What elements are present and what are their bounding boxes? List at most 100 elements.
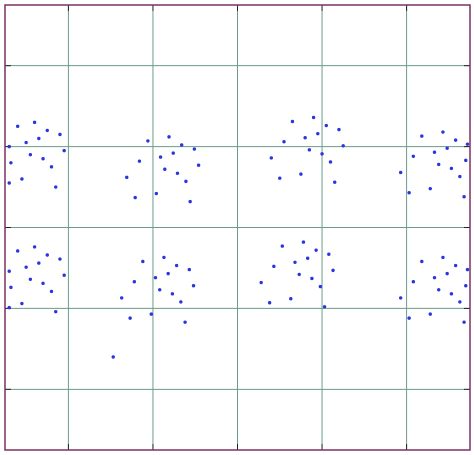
data-point [428, 186, 432, 191]
data-point [462, 195, 466, 199]
data-point [170, 292, 175, 296]
data-point [269, 156, 274, 160]
data-point [407, 191, 411, 195]
data-point [9, 161, 13, 165]
data-point [24, 265, 28, 269]
data-point [297, 272, 301, 277]
data-point [9, 285, 13, 290]
data-point [183, 320, 187, 324]
data-point [280, 244, 285, 248]
data-point [462, 320, 466, 324]
data-point [174, 263, 179, 268]
data-point [453, 263, 458, 268]
data-point [331, 268, 335, 273]
data-point [289, 297, 293, 301]
data-point [307, 148, 312, 152]
data-point [314, 248, 318, 252]
data-point [437, 162, 441, 167]
data-point [119, 296, 124, 300]
data-point [305, 256, 310, 260]
data-point [141, 259, 145, 264]
data-point [7, 305, 11, 310]
data-point [337, 127, 341, 132]
data-point [167, 135, 171, 139]
data-point [28, 152, 33, 157]
data-point [45, 253, 49, 257]
data-point [458, 300, 462, 304]
data-point [318, 284, 323, 289]
data-point [311, 115, 316, 120]
data-point [125, 175, 129, 180]
data-point [166, 271, 170, 276]
data-point [15, 124, 20, 129]
data-point [146, 139, 150, 143]
data-point [15, 249, 20, 253]
data-point [7, 181, 11, 185]
data-point [445, 146, 449, 150]
data-point [428, 312, 432, 316]
data-point [162, 255, 166, 260]
data-point [192, 147, 197, 151]
data-point [32, 120, 37, 125]
data-point [445, 271, 449, 276]
data-point [301, 240, 306, 244]
data-point [41, 281, 45, 286]
data-point [196, 163, 201, 167]
data-point [128, 316, 132, 320]
data-point [62, 273, 66, 277]
data-point [333, 180, 337, 184]
data-point [411, 154, 416, 158]
data-point [420, 134, 424, 138]
data-point [111, 355, 115, 359]
data-point [449, 166, 454, 171]
data-point [45, 128, 49, 133]
data-point [464, 284, 468, 288]
data-point [175, 171, 180, 175]
data-point [441, 130, 445, 134]
plot-frame [4, 4, 471, 451]
data-point [272, 264, 276, 269]
data-point [398, 170, 403, 175]
data-point [154, 191, 159, 196]
data-point [303, 135, 307, 140]
data-point [398, 296, 403, 300]
data-point [453, 138, 458, 142]
data-point [299, 172, 303, 176]
data-point [20, 177, 24, 181]
data-point [278, 176, 282, 180]
data-point [37, 136, 41, 141]
data-point [420, 259, 424, 264]
data-point [411, 280, 416, 284]
data-point [310, 276, 314, 281]
data-point [282, 140, 286, 144]
data-point [158, 288, 162, 292]
data-point [137, 159, 142, 163]
data-point [62, 148, 66, 153]
data-point [132, 280, 137, 284]
data-point [20, 301, 24, 306]
data-point [327, 252, 331, 256]
data-point [441, 255, 445, 260]
data-point [407, 316, 411, 320]
data-point [163, 167, 167, 171]
data-point [179, 300, 183, 304]
data-point [259, 280, 263, 285]
data-point [149, 312, 153, 316]
data-point [432, 150, 437, 154]
data-point [465, 142, 470, 146]
data-point [324, 123, 328, 128]
data-point [464, 158, 468, 163]
data-point [290, 119, 295, 124]
data-point [58, 132, 62, 137]
data-point [188, 199, 192, 204]
data-point [133, 195, 137, 200]
data-point [24, 140, 28, 145]
data-point [7, 144, 11, 149]
data-point [316, 131, 320, 136]
data-point [41, 157, 45, 161]
data-point [267, 301, 272, 305]
data-point [28, 277, 33, 281]
data-point [184, 179, 188, 184]
